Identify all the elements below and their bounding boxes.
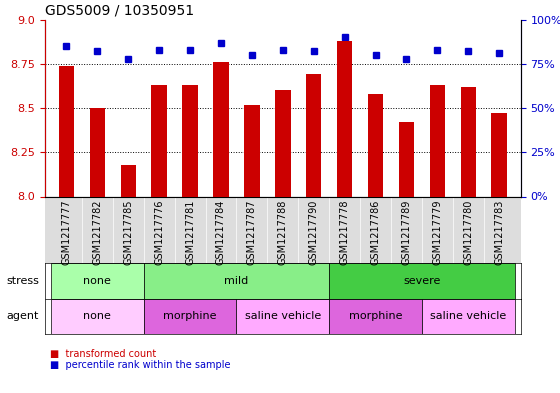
Text: agent: agent — [7, 311, 39, 321]
Text: severe: severe — [403, 276, 441, 286]
Bar — [368, 94, 383, 196]
FancyBboxPatch shape — [329, 263, 515, 299]
Text: GDS5009 / 10350951: GDS5009 / 10350951 — [45, 3, 194, 17]
FancyBboxPatch shape — [422, 299, 515, 334]
Bar — [460, 87, 476, 196]
FancyBboxPatch shape — [329, 299, 422, 334]
Bar — [244, 105, 260, 196]
Text: none: none — [83, 276, 111, 286]
Bar — [213, 62, 228, 196]
FancyBboxPatch shape — [144, 263, 329, 299]
Bar — [337, 41, 352, 196]
Bar — [492, 113, 507, 196]
Bar — [275, 90, 291, 196]
FancyBboxPatch shape — [236, 299, 329, 334]
Bar — [90, 108, 105, 196]
FancyBboxPatch shape — [51, 263, 144, 299]
Text: saline vehicle: saline vehicle — [245, 311, 321, 321]
FancyBboxPatch shape — [51, 299, 144, 334]
Text: saline vehicle: saline vehicle — [430, 311, 506, 321]
Text: none: none — [83, 311, 111, 321]
Text: ■  transformed count: ■ transformed count — [50, 349, 157, 359]
Text: morphine: morphine — [164, 311, 217, 321]
Bar — [151, 85, 167, 196]
Bar — [120, 165, 136, 196]
FancyBboxPatch shape — [144, 299, 236, 334]
Bar — [430, 85, 445, 196]
Bar — [399, 122, 414, 196]
Bar — [306, 75, 321, 196]
Text: ■  percentile rank within the sample: ■ percentile rank within the sample — [50, 360, 231, 371]
Text: morphine: morphine — [349, 311, 402, 321]
Bar — [183, 85, 198, 196]
Bar — [59, 66, 74, 196]
Text: mild: mild — [225, 276, 249, 286]
Text: stress: stress — [6, 276, 39, 286]
